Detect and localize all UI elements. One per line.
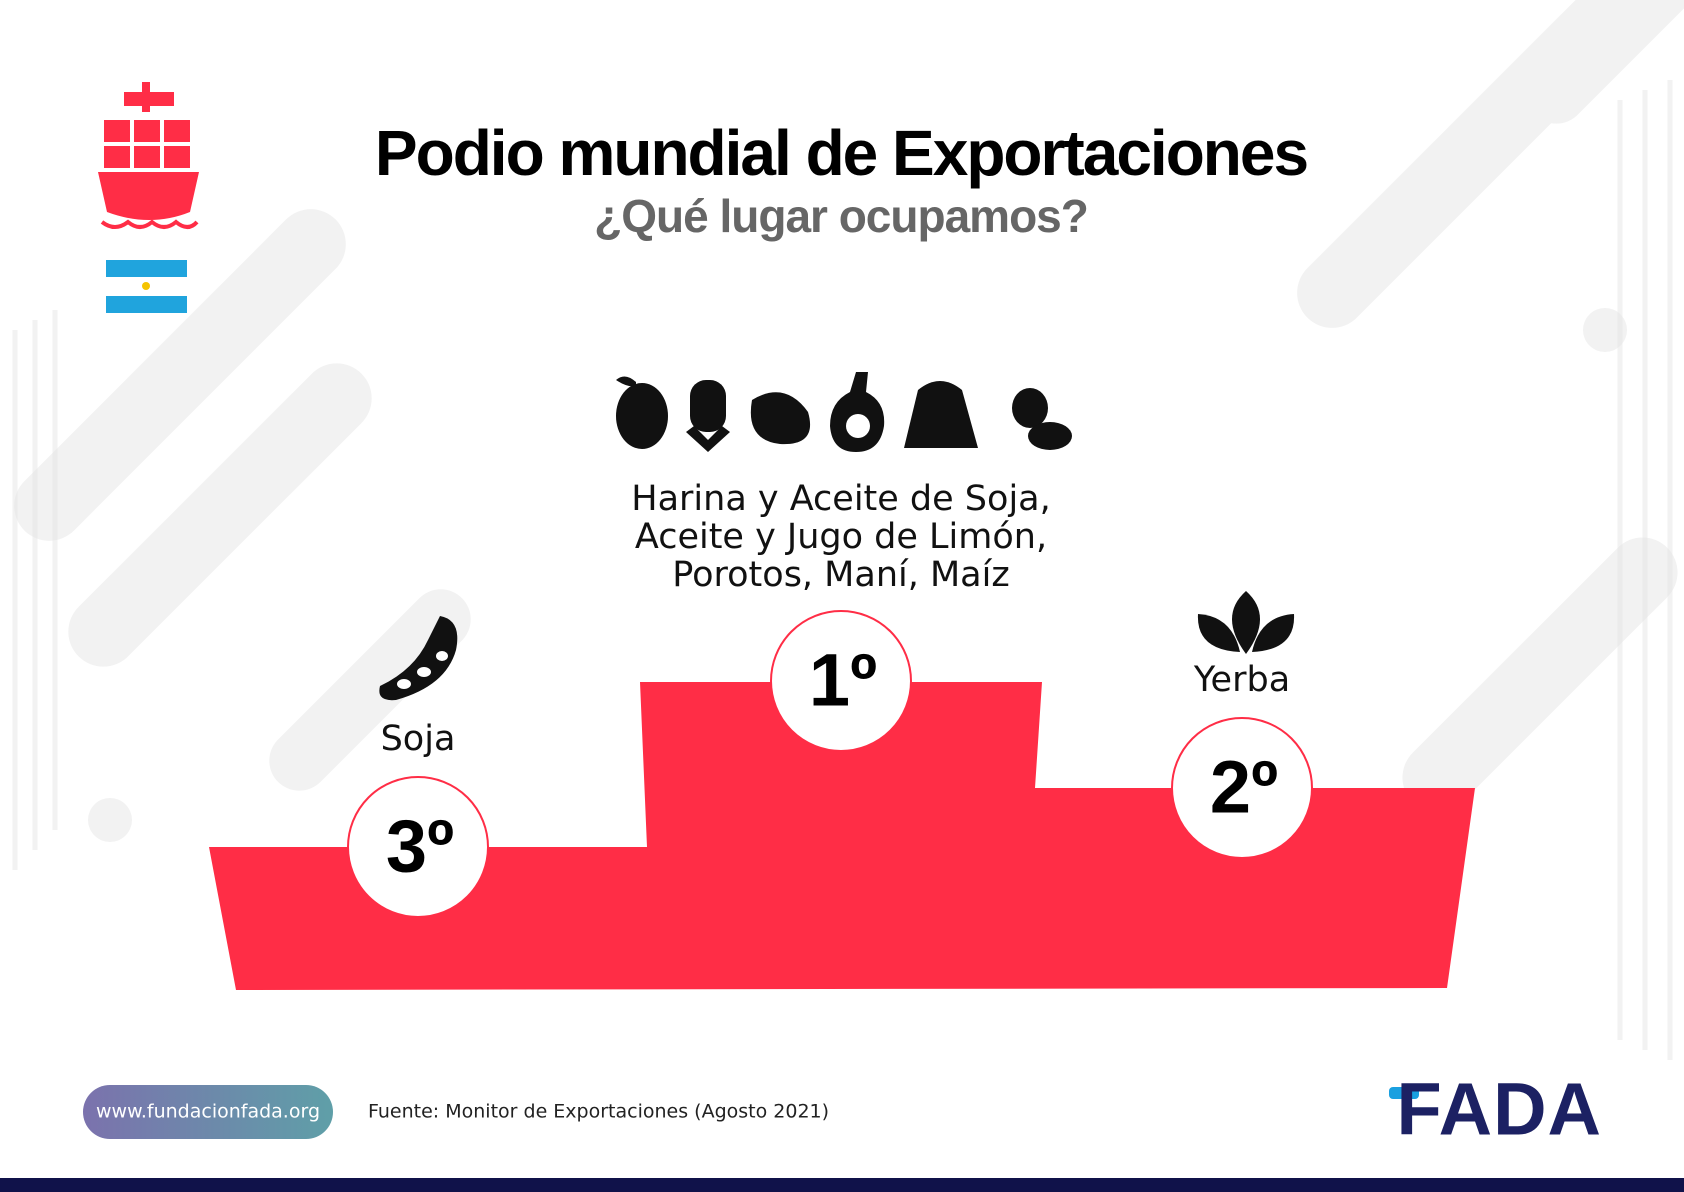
ship-icon — [98, 82, 199, 229]
products-text: Harina y Aceite de Soja, — [631, 479, 1051, 519]
podium — [209, 682, 1475, 990]
title: Podio mundial de Exportaciones — [375, 117, 1307, 189]
place-badge: 2º — [1171, 717, 1313, 859]
subtitle: ¿Qué lugar ocupamos? — [594, 190, 1088, 242]
place-badge: 3º — [347, 776, 489, 918]
place-number: 3º — [386, 805, 454, 888]
place-number: 1º — [809, 639, 877, 722]
website[interactable]: www.fundacionfada.org — [96, 1101, 320, 1123]
yerba-icon — [1197, 591, 1295, 654]
soy-icon — [379, 616, 458, 701]
products-text: Aceite y Jugo de Limón, — [635, 517, 1047, 557]
podium-label: Soja — [381, 719, 456, 759]
bottom-bar — [0, 1178, 1684, 1192]
logo-text: FADA — [1397, 1068, 1602, 1151]
source: Fuente: Monitor de Exportaciones (Agosto… — [368, 1101, 829, 1123]
logo: FADA — [1389, 1068, 1602, 1151]
argentina-flag — [106, 260, 187, 313]
background-decoration — [12, 0, 1684, 1060]
website-pill[interactable] — [83, 1085, 333, 1139]
place-badge: 1º — [770, 610, 912, 752]
place-number: 2º — [1210, 746, 1278, 829]
podium-label: Yerba — [1193, 660, 1290, 700]
product-icons — [616, 372, 1072, 452]
products-text: Porotos, Maní, Maíz — [672, 555, 1009, 595]
